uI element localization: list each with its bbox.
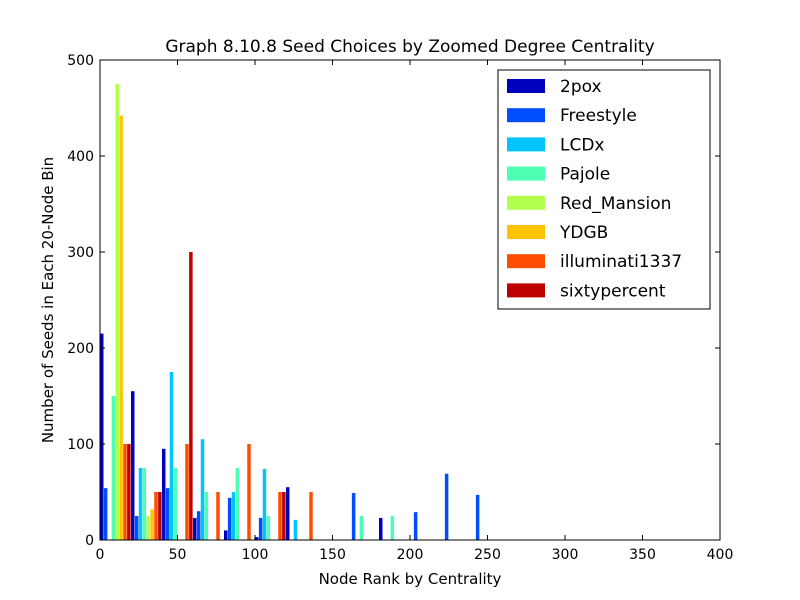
x-tick-label: 250 [474,547,501,563]
bar-freestyle-bin-11 [444,473,449,540]
legend-label: Pajole [560,165,610,185]
x-tick-label: 100 [242,547,269,563]
bar-pajole-bin-5 [266,516,271,540]
bar-2pox-bin-3 [193,517,197,540]
x-tick-label: 300 [552,547,579,563]
legend-swatch-ydgb [507,225,545,239]
plot-frame [99,59,721,541]
bar-lcdx-bin-4 [231,492,236,540]
bar-lcdx-bin-3 [200,439,205,540]
y-tick-label: 300 [67,245,94,261]
bar-2pox-bin-1 [131,391,135,540]
y-tick-label: 500 [67,53,94,69]
bar-illuminati1337-bin-4 [247,444,251,540]
y-tick-label: 100 [67,437,94,453]
bar-sixtypercent-bin-5 [282,492,286,540]
bar-red-mansion-bin-0 [115,84,119,540]
ticks-group: 0 50 100 150 200 250 300 350 400 0 100 200 300 400 500 [67,53,733,563]
x-tick-label: 150 [319,547,346,563]
x-axis-label: Node Rank by Centrality [319,570,502,588]
legend-swatch-freestyle [507,108,545,123]
bar-2pox-bin-4 [224,530,228,540]
y-axis-label: Number of Seeds in Each 20-Node Bin [39,157,57,443]
bar-sixtypercent-bin-1 [158,492,162,540]
bar-freestyle-bin-10 [413,512,418,540]
legend-label: illuminati1337 [560,252,682,272]
bar-illuminati1337-bin-2 [185,444,189,540]
legend-swatch-pajole [507,166,545,181]
bar-freestyle-bin-8 [351,492,356,540]
legend-swatch-sixtypercent [507,283,545,298]
bar-lcdx-bin-1 [138,468,143,540]
bar-red-mansion-bin-1 [146,516,150,540]
bar-pajole-bin-3 [204,492,209,540]
x-tick-label: 50 [169,547,187,563]
legend-label: Red_Mansion [560,194,671,214]
legend-swatch-red-mansion [507,195,545,210]
x-tick-label: 350 [629,547,656,563]
bar-freestyle-bin-0 [103,488,108,540]
bar-2pox-bin-2 [162,448,166,540]
x-tick-label: 200 [397,547,424,563]
legend-label: 2pox [560,77,602,97]
bar-2pox-bin-6 [286,487,290,540]
bar-freestyle-bin-3 [196,511,201,540]
y-tick-label: 400 [67,149,94,165]
bar-pajole-bin-8 [359,516,364,540]
bar-pajole-bin-1 [142,468,147,540]
bar-2pox-bin-9 [379,517,383,540]
legend-swatch-illuminati1337 [507,254,545,269]
bar-pajole-bin-4 [235,468,240,540]
x-tick-label: 0 [96,547,105,563]
bar-illuminati1337-bin-6 [309,492,313,540]
legend-label: sixtypercent [560,281,666,301]
bar-illuminati1337-bin-3 [216,492,220,540]
bar-pajole-bin-0 [111,396,116,540]
bar-illuminati1337-bin-1 [154,492,158,540]
bar-ydgb-bin-1 [150,509,154,540]
bar-illuminati1337-bin-5 [278,492,282,540]
chart-title: Graph 8.10.8 Seed Choices by Zoomed Degr… [165,37,654,57]
legend-label: Freestyle [560,106,637,126]
legend-label: LCDx [560,135,605,155]
bar-2pox-bin-5 [255,537,259,540]
bar-freestyle-bin-4 [227,497,232,540]
bar-pajole-bin-2 [173,468,178,540]
bars-group [100,84,480,541]
bar-freestyle-bin-2 [165,488,170,540]
x-tick-label: 400 [707,547,734,563]
bar-pajole-bin-9 [390,516,395,540]
bar-freestyle-bin-12 [475,494,480,540]
bar-ydgb-bin-0 [119,115,123,541]
legend: 2pox Freestyle LCDx Pajole Red_Mansion YDGB il… [497,69,711,310]
bar-lcdx-bin-5 [262,468,267,540]
legend-label: YDGB [559,223,608,243]
bar-sixtypercent-bin-2 [189,252,193,540]
bar-freestyle-bin-5 [258,517,263,540]
bar-2pox-bin-0 [100,333,104,540]
bar-lcdx-bin-2 [169,372,174,540]
bar-illuminati1337-bin-0 [123,444,127,540]
y-tick-label: 200 [67,341,94,357]
legend-swatch-2pox [507,79,545,93]
legend-swatch-lcdx [507,137,545,152]
bar-lcdx-bin-6 [293,519,298,540]
y-tick-label: 0 [85,533,94,549]
bar-freestyle-bin-1 [134,516,139,540]
bar-sixtypercent-bin-0 [127,444,131,540]
